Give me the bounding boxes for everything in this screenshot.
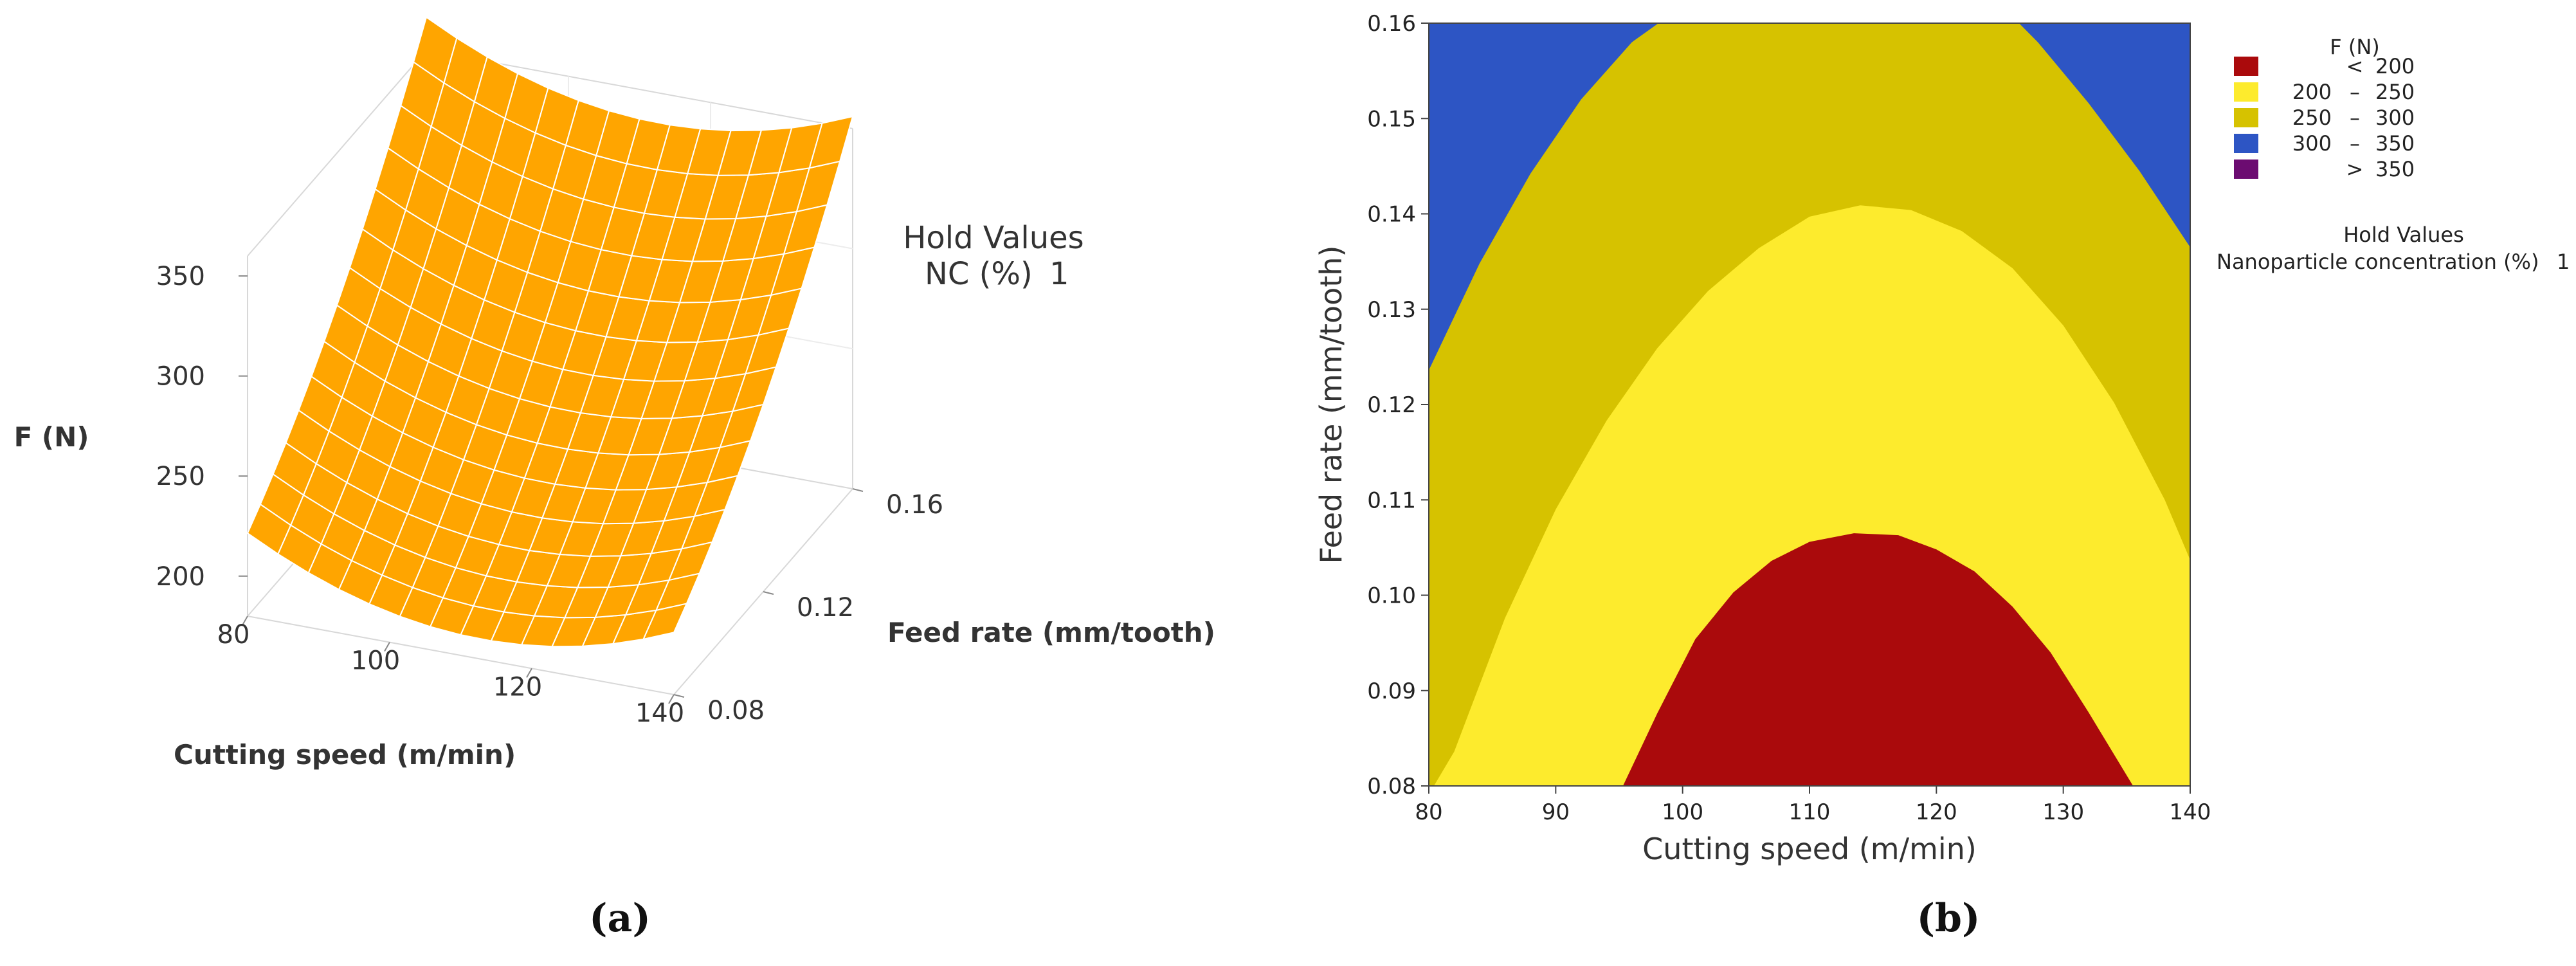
legend-separator: – bbox=[2350, 105, 2360, 130]
y-tick-label: 0.15 bbox=[1367, 106, 1416, 132]
y-tick-label: 0.16 bbox=[1367, 11, 1416, 37]
legend-swatch bbox=[2234, 134, 2258, 153]
x-tick-label: 120 bbox=[493, 672, 542, 702]
caption-b: (b) bbox=[1917, 896, 1981, 941]
surface-hold-values-value: 1 bbox=[1049, 256, 1069, 292]
box-edge bbox=[247, 615, 675, 695]
surface-tick-marks bbox=[239, 275, 864, 704]
y-tick bbox=[852, 488, 864, 492]
legend-high: 200 bbox=[2375, 54, 2415, 78]
box-edge bbox=[247, 50, 427, 257]
legend-separator: > bbox=[2346, 157, 2364, 181]
x-tick bbox=[384, 642, 390, 652]
z-tick-label: 350 bbox=[156, 262, 205, 291]
x-tick bbox=[526, 668, 532, 678]
y-tick bbox=[763, 591, 774, 595]
legend-swatch bbox=[2234, 108, 2258, 127]
y-tick-label: 0.09 bbox=[1367, 679, 1416, 704]
y-tick bbox=[673, 694, 685, 698]
contour-hold-values-label: Nanoparticle concentration (%) bbox=[2217, 250, 2539, 274]
legend-title: F (N) bbox=[2330, 35, 2379, 59]
legend-swatch bbox=[2234, 159, 2258, 179]
surface-plot-panel: 80 100 120 140 0.08 0.12 0.16 200 250 300 350 F (N… bbox=[14, 16, 1215, 941]
contour-x-axis-label: Cutting speed (m/min) bbox=[1642, 832, 1977, 866]
caption-a: (a) bbox=[589, 896, 651, 941]
x-tick bbox=[242, 615, 248, 626]
x-tick-label: 100 bbox=[351, 646, 400, 676]
y-tick-label: 0.12 bbox=[797, 593, 854, 623]
legend-low: 300 bbox=[2292, 131, 2332, 156]
legend-high: 300 bbox=[2375, 105, 2415, 130]
legend-low: 200 bbox=[2292, 80, 2332, 104]
y-tick-label: 0.14 bbox=[1367, 202, 1416, 228]
contour-y-axis-label: Feed rate (mm/tooth) bbox=[1314, 246, 1348, 564]
legend-separator: – bbox=[2350, 80, 2360, 104]
contour-region-lt-200 bbox=[1622, 533, 2134, 786]
legend-separator: – bbox=[2350, 131, 2360, 156]
surface-hold-values-label: NC (%) bbox=[925, 256, 1033, 292]
legend-low: 250 bbox=[2292, 105, 2332, 130]
contour-hold-values-value: 1 bbox=[2557, 250, 2570, 274]
x-tick-label: 100 bbox=[1662, 799, 1703, 825]
z-tick-label: 200 bbox=[156, 562, 205, 592]
surface-hold-values-title: Hold Values bbox=[903, 220, 1084, 256]
x-tick-label: 90 bbox=[1542, 799, 1570, 825]
y-tick-label: 0.13 bbox=[1367, 297, 1416, 323]
y-tick-label: 0.12 bbox=[1367, 392, 1416, 418]
x-tick-label: 140 bbox=[2170, 799, 2211, 825]
x-tick-label: 140 bbox=[635, 698, 684, 728]
legend-high: 350 bbox=[2375, 131, 2415, 156]
y-tick-label: 0.08 bbox=[1367, 774, 1416, 799]
x-tick-label: 120 bbox=[1916, 799, 1957, 825]
x-tick-label: 80 bbox=[1415, 799, 1442, 825]
surface-tick-labels: 80 100 120 140 0.08 0.12 0.16 200 250 300 350 bbox=[156, 262, 943, 728]
y-tick-label: 0.10 bbox=[1367, 583, 1416, 609]
contour-hold-values-title: Hold Values bbox=[2343, 223, 2464, 247]
y-tick-label: 0.11 bbox=[1367, 488, 1416, 513]
legend-swatch bbox=[2234, 82, 2258, 102]
surface-y-axis-label: Feed rate (mm/tooth) bbox=[887, 617, 1215, 648]
surface-cell bbox=[808, 115, 854, 169]
x-tick-label: 130 bbox=[2042, 799, 2084, 825]
legend-high: 350 bbox=[2375, 157, 2415, 181]
legend-swatch bbox=[2234, 57, 2258, 76]
contour-tick-marks bbox=[1421, 23, 2191, 794]
x-tick-label: 80 bbox=[217, 620, 250, 650]
z-tick-label: 250 bbox=[156, 462, 205, 491]
surface-z-axis-label: F (N) bbox=[14, 421, 89, 453]
contour-plot-panel: 80 90 100 110 120 130 140 0.08 0.09 0.10 0.11 0.12 0… bbox=[1314, 11, 2570, 941]
y-tick-label: 0.08 bbox=[707, 696, 765, 725]
z-tick-label: 300 bbox=[156, 362, 205, 392]
surface-x-axis-label: Cutting speed (m/min) bbox=[174, 739, 516, 770]
x-tick-label: 110 bbox=[1789, 799, 1831, 825]
legend-high: 250 bbox=[2375, 80, 2415, 104]
legend-separator: < bbox=[2346, 54, 2364, 78]
x-tick bbox=[668, 694, 675, 704]
contour-tick-labels: 80 90 100 110 120 130 140 0.08 0.09 0.10 0.11 0.12 0… bbox=[1367, 11, 2211, 825]
y-tick-label: 0.16 bbox=[886, 490, 943, 520]
surface-mesh bbox=[246, 16, 854, 648]
